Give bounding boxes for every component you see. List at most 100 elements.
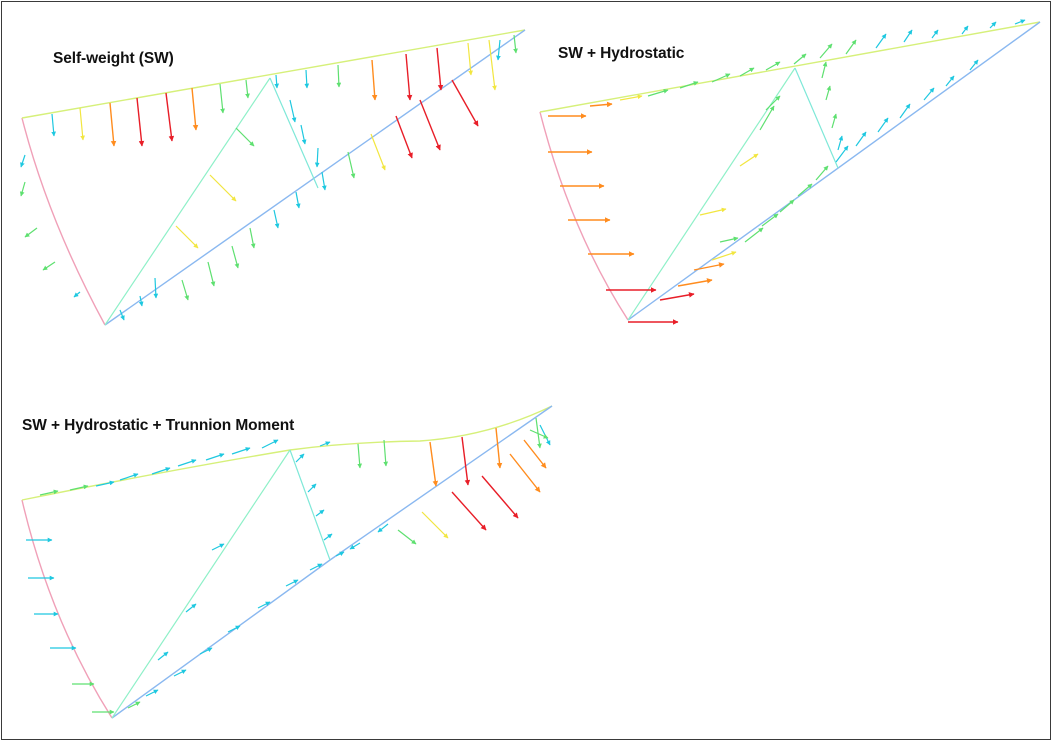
panel-title: SW + Hydrostatic: [558, 45, 685, 62]
skin-plate: [539, 111, 629, 321]
load-arrow: [151, 467, 171, 475]
load-arrow: [205, 453, 225, 461]
load-arrow: [42, 261, 56, 271]
load-arrow: [377, 523, 389, 533]
load-arrow: [227, 625, 241, 633]
lower-strut: [111, 405, 553, 719]
load-arrow: [274, 74, 280, 89]
lower-strut: [104, 29, 526, 326]
load-arrow: [837, 135, 844, 151]
load-arrow: [677, 278, 713, 287]
load-arrow: [257, 601, 271, 609]
load-arrow: [759, 105, 775, 131]
load-arrow: [79, 107, 85, 141]
load-arrow: [819, 43, 833, 59]
load-arrow: [793, 53, 807, 65]
load-arrow: [496, 39, 501, 61]
load-arrow: [589, 101, 613, 108]
load-arrow: [370, 133, 386, 171]
load-arrow: [877, 117, 889, 133]
vertical-brace: [794, 67, 839, 169]
panel-sw-hydrostatic-trunnion: [21, 405, 553, 719]
lower-strut: [627, 21, 1041, 321]
load-arrow: [779, 199, 795, 213]
load-arrow: [1014, 19, 1026, 25]
panel-title: SW + Hydrostatic + Trunnion Moment: [22, 417, 295, 434]
load-arrow: [961, 25, 969, 35]
load-arrow: [969, 59, 979, 71]
load-arrow: [488, 39, 497, 91]
load-arrow: [451, 491, 487, 531]
load-arrow: [319, 441, 331, 447]
load-arrow: [304, 69, 310, 89]
load-arrow: [903, 29, 913, 43]
load-arrow: [309, 563, 323, 571]
load-arrow: [711, 251, 737, 261]
load-arrow: [289, 99, 297, 123]
load-arrow: [336, 64, 342, 88]
load-arrow: [245, 79, 250, 99]
load-arrow: [693, 262, 725, 271]
load-arrow: [314, 147, 320, 168]
load-arrow: [95, 480, 115, 487]
load-arrow: [209, 174, 237, 202]
load-arrow: [295, 191, 301, 209]
load-arrow: [335, 551, 345, 557]
load-arrow: [51, 113, 56, 137]
load-arrow: [436, 47, 444, 91]
skin-plate: [21, 499, 113, 719]
load-arrow: [199, 647, 213, 655]
load-arrow: [177, 459, 197, 467]
load-arrow: [19, 181, 26, 197]
gate-frame: [539, 21, 1041, 321]
upper-strut: [21, 29, 526, 119]
panel-sw-hydrostatic: [539, 19, 1041, 325]
load-arrow: [285, 579, 299, 587]
load-arrow: [835, 145, 849, 163]
load-arrow: [357, 443, 363, 469]
load-arrow: [711, 73, 731, 83]
load-arrow: [175, 225, 199, 249]
gate-frame: [21, 29, 526, 326]
load-arrow: [273, 209, 280, 229]
load-arrow: [347, 151, 356, 179]
load-arrow: [529, 429, 549, 439]
load-arrow: [349, 542, 361, 550]
load-arrow: [679, 81, 699, 89]
load-arrow: [461, 436, 471, 486]
load-arrow: [145, 689, 159, 697]
panel-title: Self-weight (SW): [53, 50, 174, 67]
load-arrow: [945, 75, 955, 87]
load-arrow: [235, 127, 255, 147]
load-arrow: [495, 427, 503, 469]
load-arrows: [19, 34, 518, 321]
load-arrow: [923, 87, 935, 101]
diagonal-brace: [104, 77, 271, 326]
upper-strut: [539, 21, 1041, 113]
load-arrow: [173, 669, 187, 677]
load-arrow: [261, 439, 279, 449]
load-arrow: [185, 603, 197, 613]
load-arrow: [119, 309, 125, 321]
load-arrow: [321, 171, 327, 191]
load-arrow: [845, 39, 857, 55]
load-arrow: [39, 489, 59, 496]
load-arrow: [744, 227, 764, 243]
load-arrow: [647, 88, 669, 97]
vertical-brace: [289, 449, 331, 561]
load-arrow: [73, 291, 81, 298]
load-arrows: [548, 19, 1026, 325]
load-arrow: [659, 292, 695, 301]
load-arrow: [481, 475, 519, 519]
load-arrow: [397, 529, 417, 545]
load-arrow: [307, 483, 317, 493]
load-arrow: [831, 113, 838, 129]
load-arrow: [323, 533, 333, 541]
load-arrow: [383, 439, 389, 467]
load-arrow: [20, 154, 26, 168]
load-arrow: [513, 34, 518, 54]
load-arrow: [119, 473, 139, 481]
load-arrow: [24, 227, 38, 238]
